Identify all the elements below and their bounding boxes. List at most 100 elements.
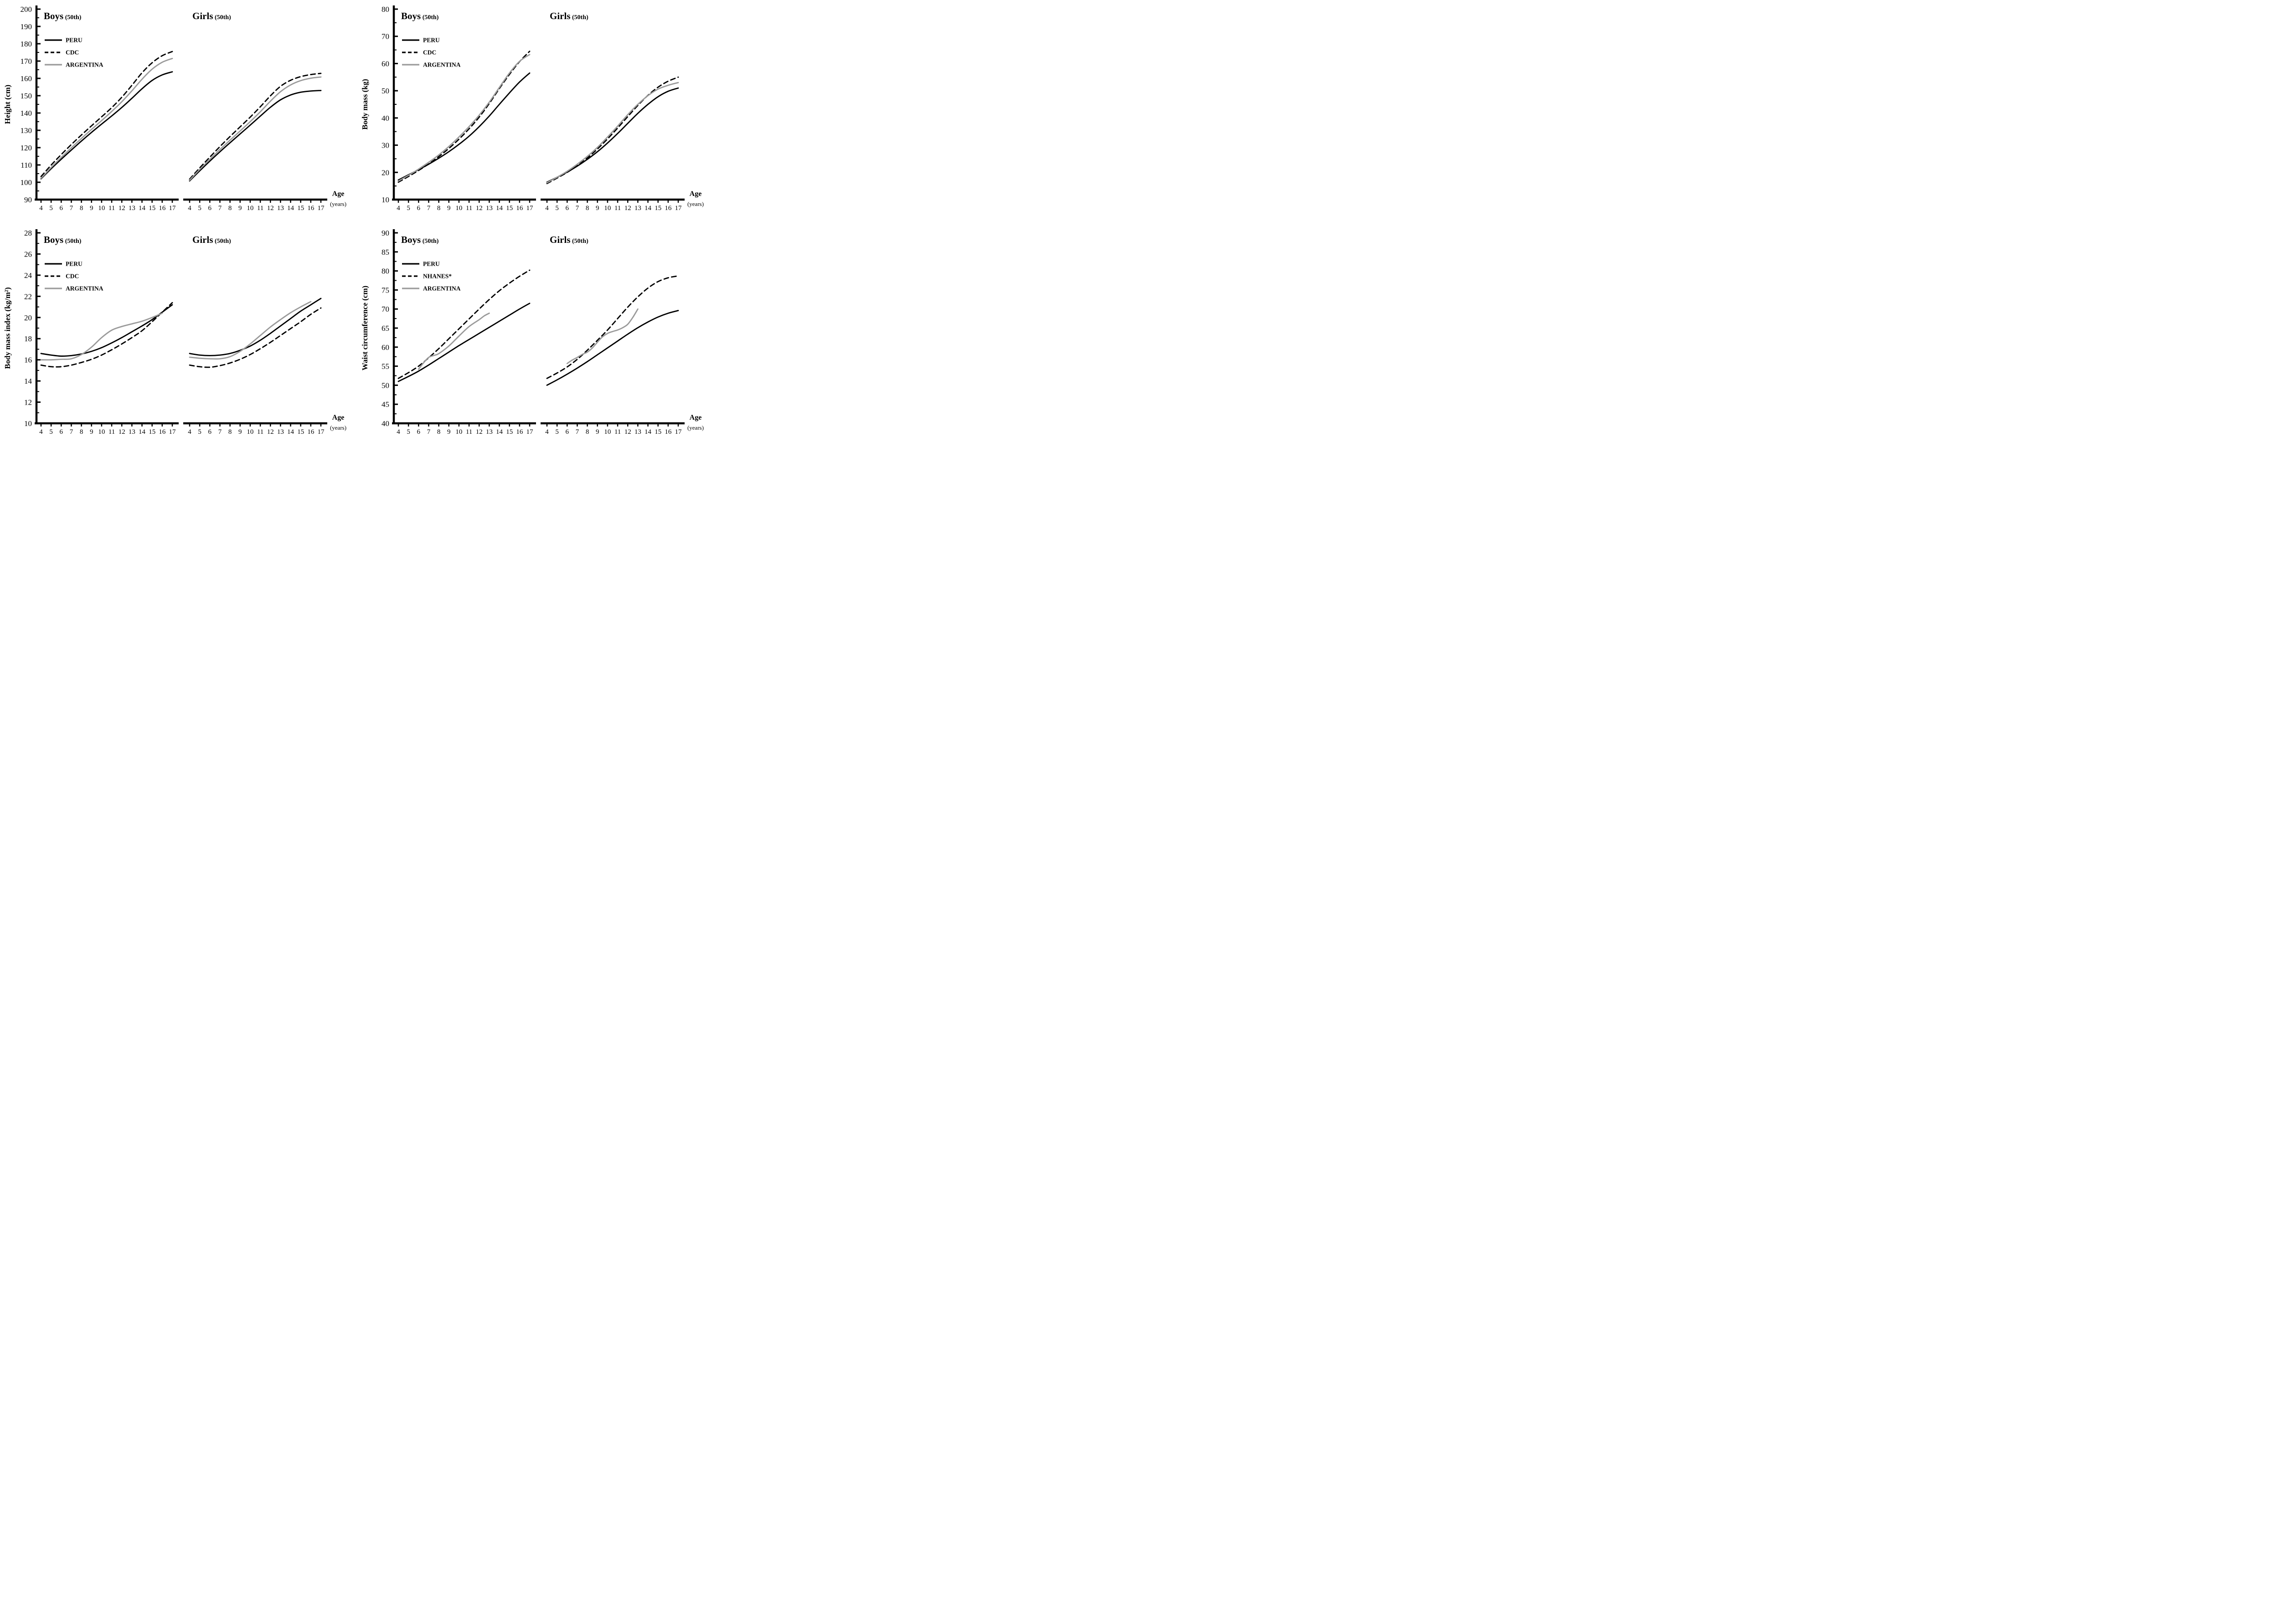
y-tick-label: 20 [24, 313, 32, 322]
x-tick-label: 12 [624, 428, 631, 436]
y-tick-label: 70 [382, 305, 389, 313]
panel-title-percentile: (50th) [213, 14, 232, 21]
x-axis-title: Age (years) [687, 190, 704, 207]
x-tick-label: 12 [119, 205, 125, 212]
series-peru-boys [397, 72, 531, 181]
x-tick-label: 17 [675, 428, 682, 436]
y-tick-label: 28 [24, 229, 32, 237]
series-peru-boys [40, 304, 173, 357]
age-label: Age [332, 414, 345, 421]
x-tick-label: 13 [486, 428, 493, 436]
legend-label: PERU [66, 261, 82, 267]
x-tick-label: 16 [307, 428, 315, 436]
legend-label: CDC [66, 49, 79, 56]
y-tick-label: 85 [382, 248, 389, 257]
x-tick-label: 12 [267, 428, 274, 436]
x-tick-label: 10 [604, 428, 611, 436]
x-tick-label: 9 [447, 205, 451, 212]
legend-label: NHANES* [423, 273, 452, 280]
x-tick-label: 14 [139, 205, 146, 212]
y-tick-label: 20 [382, 168, 389, 177]
age-label: Age [690, 414, 702, 421]
subpanel-boys: 4 5 6 7 8 9 10 11 12 13 14 15 16 17 Boys (50th) PERU NHA… [392, 234, 536, 436]
x-tick-label: 8 [437, 428, 441, 436]
x-tick-label: 8 [228, 205, 232, 212]
age-label: Age [332, 190, 345, 198]
x-tick-label: 15 [297, 428, 304, 436]
x-tick-label: 12 [624, 205, 631, 212]
x-tick-label: 11 [257, 428, 263, 436]
panel-title-text: Boys [44, 10, 63, 21]
age-units-label: (years) [687, 424, 704, 431]
x-tick-label: 6 [566, 205, 569, 212]
legend: PERU CDC ARGENTINA [45, 261, 103, 292]
legend-label: CDC [66, 273, 79, 280]
panel-title-text: Boys [401, 234, 421, 245]
series-nhanes-girls [546, 275, 679, 379]
legend-label: PERU [66, 37, 82, 44]
series-cdc-boys [397, 51, 531, 183]
panel-title-text: Boys [401, 10, 421, 21]
x-tick-label: 5 [555, 428, 559, 436]
y-tick-label: 150 [21, 92, 32, 100]
series-argentina-girls [566, 308, 639, 365]
x-tick-label: 7 [70, 428, 73, 436]
age-units-label: (years) [330, 424, 346, 431]
legend: PERU CDC ARGENTINA [45, 37, 103, 68]
x-tick-label: 15 [655, 205, 661, 212]
x-tick-label: 8 [80, 205, 83, 212]
legend-label: PERU [423, 37, 440, 44]
x-tick-label: 16 [665, 428, 672, 436]
panel-title-text: Girls [192, 234, 213, 245]
x-tick-label: 5 [198, 428, 201, 436]
chart-body-mass-index: 10 12 14 16 18 20 22 24 26 28 Body mass index (kg/… [3, 229, 346, 436]
panel-title-percentile: (50th) [63, 238, 82, 245]
x-tick-label: 15 [655, 428, 661, 436]
x-tick-label: 10 [98, 428, 105, 436]
panel-title: Girls (50th) [192, 10, 231, 21]
x-tick-label: 11 [614, 428, 621, 436]
subpanel-girls: 4 5 6 7 8 9 10 11 12 13 14 15 16 17 Girls (50th) [183, 10, 327, 212]
x-tick-label: 17 [526, 428, 534, 436]
x-tick-label: 10 [455, 428, 462, 436]
legend-label: ARGENTINA [66, 62, 103, 68]
series-cdc-boys [40, 51, 173, 177]
x-tick-label: 10 [98, 205, 105, 212]
x-tick-label: 11 [466, 428, 472, 436]
y-tick-label: 130 [21, 126, 32, 135]
age-label: Age [690, 190, 702, 198]
y-tick-label: 60 [382, 343, 389, 352]
x-axis-title: Age (years) [330, 414, 346, 431]
age-units-label: (years) [687, 200, 704, 207]
y-tick-label: 45 [382, 400, 389, 409]
x-tick-label: 7 [427, 428, 431, 436]
panel-title-percentile: (50th) [63, 14, 82, 21]
y-axis: 90 100 110 120 130 140 150 160 170 180 190 200 [21, 5, 41, 204]
legend: PERU CDC ARGENTINA [402, 37, 461, 68]
y-tick-label: 70 [382, 32, 389, 41]
x-tick-label: 5 [49, 428, 53, 436]
x-tick-label: 4 [545, 205, 549, 212]
panel-title: Girls (50th) [192, 234, 231, 245]
x-axis-title: Age (years) [687, 414, 704, 431]
x-tick-label: 15 [506, 205, 513, 212]
panel-title-text: Boys [44, 234, 63, 245]
x-tick-label: 13 [129, 428, 135, 436]
x-tick-label: 7 [70, 205, 73, 212]
panel-title: Boys (50th) [401, 10, 439, 21]
x-tick-label: 17 [318, 205, 325, 212]
x-tick-label: 4 [545, 428, 549, 436]
x-tick-label: 4 [397, 428, 400, 436]
x-tick-label: 8 [80, 428, 83, 436]
series-peru-girls [189, 298, 322, 356]
series-cdc-girls [189, 72, 322, 180]
x-tick-label: 8 [228, 428, 232, 436]
series-argentina-boys [418, 313, 490, 370]
x-tick-label: 16 [307, 205, 315, 212]
panel-title-percentile: (50th) [213, 238, 232, 245]
x-tick-label: 11 [108, 205, 115, 212]
series-argentina-girls [189, 76, 322, 181]
series-argentina-boys [40, 313, 163, 361]
